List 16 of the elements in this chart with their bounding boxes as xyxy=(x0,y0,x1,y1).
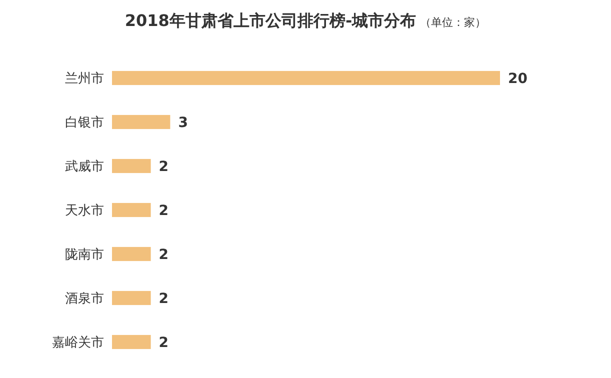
y-tick-label: 白银市 xyxy=(65,116,104,131)
y-tick-label: 酒泉市 xyxy=(65,292,104,307)
data-label: 2 xyxy=(158,334,169,351)
y-tick-label: 陇南市 xyxy=(65,248,104,263)
data-label: 2 xyxy=(158,290,169,307)
data-label: 2 xyxy=(158,246,169,263)
data-label: 3 xyxy=(178,114,188,131)
y-tick-label: 天水市 xyxy=(65,204,104,219)
y-tick-label: 武威市 xyxy=(65,160,104,175)
chart-subtitle: （单位：家） xyxy=(420,16,486,29)
data-label: 20 xyxy=(508,70,528,87)
chart-title: 2018年甘肃省上市公司排行榜-城市分布 xyxy=(124,11,416,30)
y-tick-label: 嘉峪关市 xyxy=(52,336,104,351)
y-tick-label: 兰州市 xyxy=(65,72,104,87)
data-label: 2 xyxy=(158,202,169,219)
data-label: 2 xyxy=(158,158,169,175)
